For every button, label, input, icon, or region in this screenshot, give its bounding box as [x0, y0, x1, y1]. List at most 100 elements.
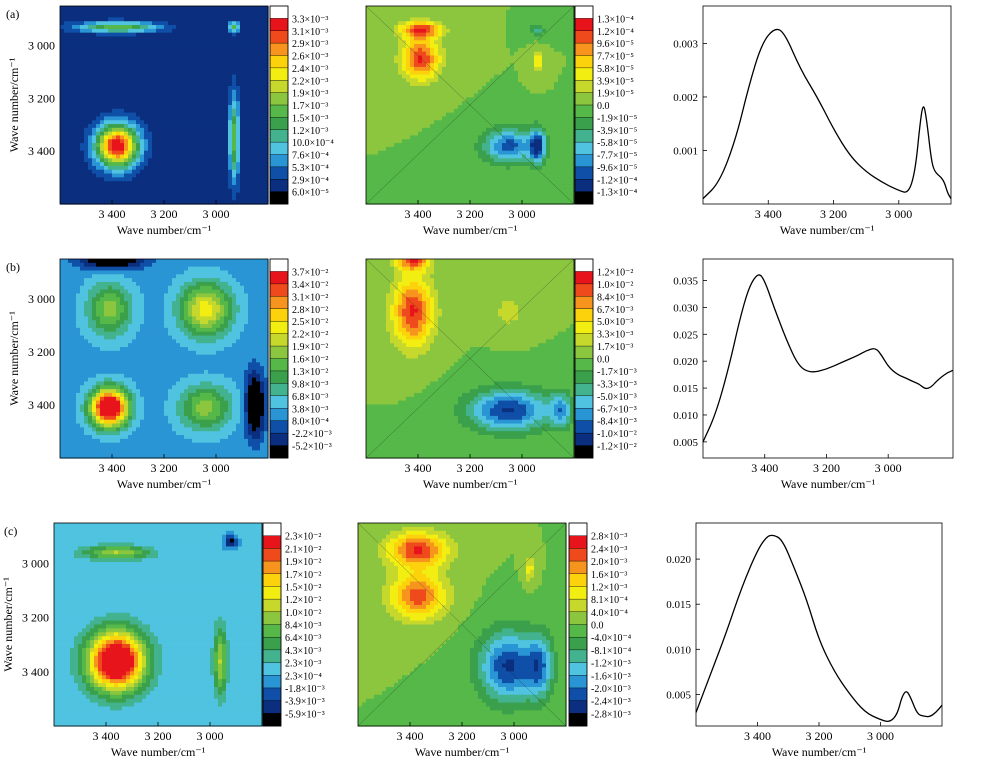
contour-cell	[128, 177, 133, 181]
contour-cell	[84, 109, 89, 113]
contour-cell	[450, 124, 455, 128]
contour-cell	[72, 189, 77, 193]
contour-cell	[84, 132, 89, 136]
contour-cell	[422, 113, 427, 117]
contour-cell	[84, 158, 89, 162]
contour-cell	[132, 44, 137, 48]
contour-cell	[382, 94, 387, 98]
contour-cell	[224, 14, 229, 18]
contour-cell	[366, 59, 371, 63]
contour-cell	[478, 67, 483, 71]
contour-cell	[410, 94, 415, 98]
contour-cell	[538, 21, 543, 25]
contour-cell	[446, 135, 451, 139]
contour-cell	[478, 162, 483, 166]
contour-cell	[196, 193, 201, 197]
contour-cell	[478, 59, 483, 63]
contour-cell	[438, 105, 443, 109]
contour-cell	[394, 94, 399, 98]
contour-cell	[228, 189, 233, 193]
contour-cell	[446, 86, 451, 90]
contour-cell	[172, 82, 177, 86]
contour-cell	[534, 94, 539, 98]
contour-cell	[200, 6, 205, 10]
contour-cell	[136, 29, 141, 33]
contour-cell	[64, 56, 69, 60]
contour-cell	[60, 63, 65, 67]
contour-cell	[438, 36, 443, 40]
contour-cell	[394, 75, 399, 79]
contour-cell	[410, 116, 415, 120]
contour-cell	[80, 17, 85, 21]
contour-cell	[386, 135, 391, 139]
contour-cell	[140, 86, 145, 90]
contour-cell	[88, 52, 93, 56]
contour-cell	[366, 166, 371, 170]
contour-cell	[494, 86, 499, 90]
contour-cell	[72, 75, 77, 79]
contour-cell	[220, 196, 225, 200]
contour-cell	[204, 189, 209, 193]
contour-cell	[104, 67, 109, 71]
contour-cell	[454, 71, 459, 75]
contour-cell	[446, 155, 451, 159]
contour-cell	[224, 71, 229, 75]
contour-cell	[378, 128, 383, 132]
contour-cell	[176, 132, 181, 136]
contour-cell	[60, 147, 65, 151]
contour-cell	[232, 143, 237, 147]
contour-cell	[72, 63, 77, 67]
contour-cell	[80, 33, 85, 37]
contour-cell	[442, 48, 447, 52]
contour-cell	[494, 162, 499, 166]
contour-cell	[188, 94, 193, 98]
contour-cell	[390, 97, 395, 101]
contour-cell	[450, 25, 455, 29]
contour-cell	[502, 147, 507, 151]
contour-cell	[494, 90, 499, 94]
contour-cell	[60, 6, 65, 10]
contour-cell	[176, 48, 181, 52]
contour-cell	[530, 109, 535, 113]
contour-cell	[76, 158, 81, 162]
contour-cell	[140, 196, 145, 200]
contour-cell	[442, 132, 447, 136]
contour-cell	[526, 181, 531, 185]
contour-cell	[410, 97, 415, 101]
contour-cell	[386, 147, 391, 151]
contour-cell	[470, 113, 475, 117]
contour-cell	[144, 71, 149, 75]
contour-cell	[168, 82, 173, 86]
contour-cell	[366, 151, 371, 155]
contour-cell	[522, 196, 527, 200]
colorbar-level-label: 1.5×10⁻³	[292, 113, 328, 124]
contour-cell	[96, 21, 101, 25]
contour-cell	[124, 162, 129, 166]
contour-cell	[68, 177, 73, 181]
contour-cell	[196, 135, 201, 139]
contour-cell	[450, 44, 455, 48]
contour-cell	[252, 196, 257, 200]
contour-cell	[434, 33, 439, 37]
contour-cell	[124, 170, 129, 174]
contour-cell	[184, 162, 189, 166]
contour-cell	[510, 36, 515, 40]
contour-cell	[152, 124, 157, 128]
contour-cell	[156, 135, 161, 139]
contour-cell	[152, 105, 157, 109]
contour-cell	[216, 166, 221, 170]
contour-cell	[120, 63, 125, 67]
contour-cell	[92, 67, 97, 71]
contour-cell	[228, 63, 233, 67]
contour-cell	[414, 147, 419, 151]
contour-cell	[470, 196, 475, 200]
contour-cell	[426, 109, 431, 113]
contour-cell	[180, 105, 185, 109]
contour-cell	[104, 33, 109, 37]
contour-cell	[232, 36, 237, 40]
contour-cell	[486, 48, 491, 52]
contour-cell	[84, 59, 89, 63]
contour-cell	[208, 135, 213, 139]
contour-cell	[244, 63, 249, 67]
contour-cell	[526, 116, 531, 120]
